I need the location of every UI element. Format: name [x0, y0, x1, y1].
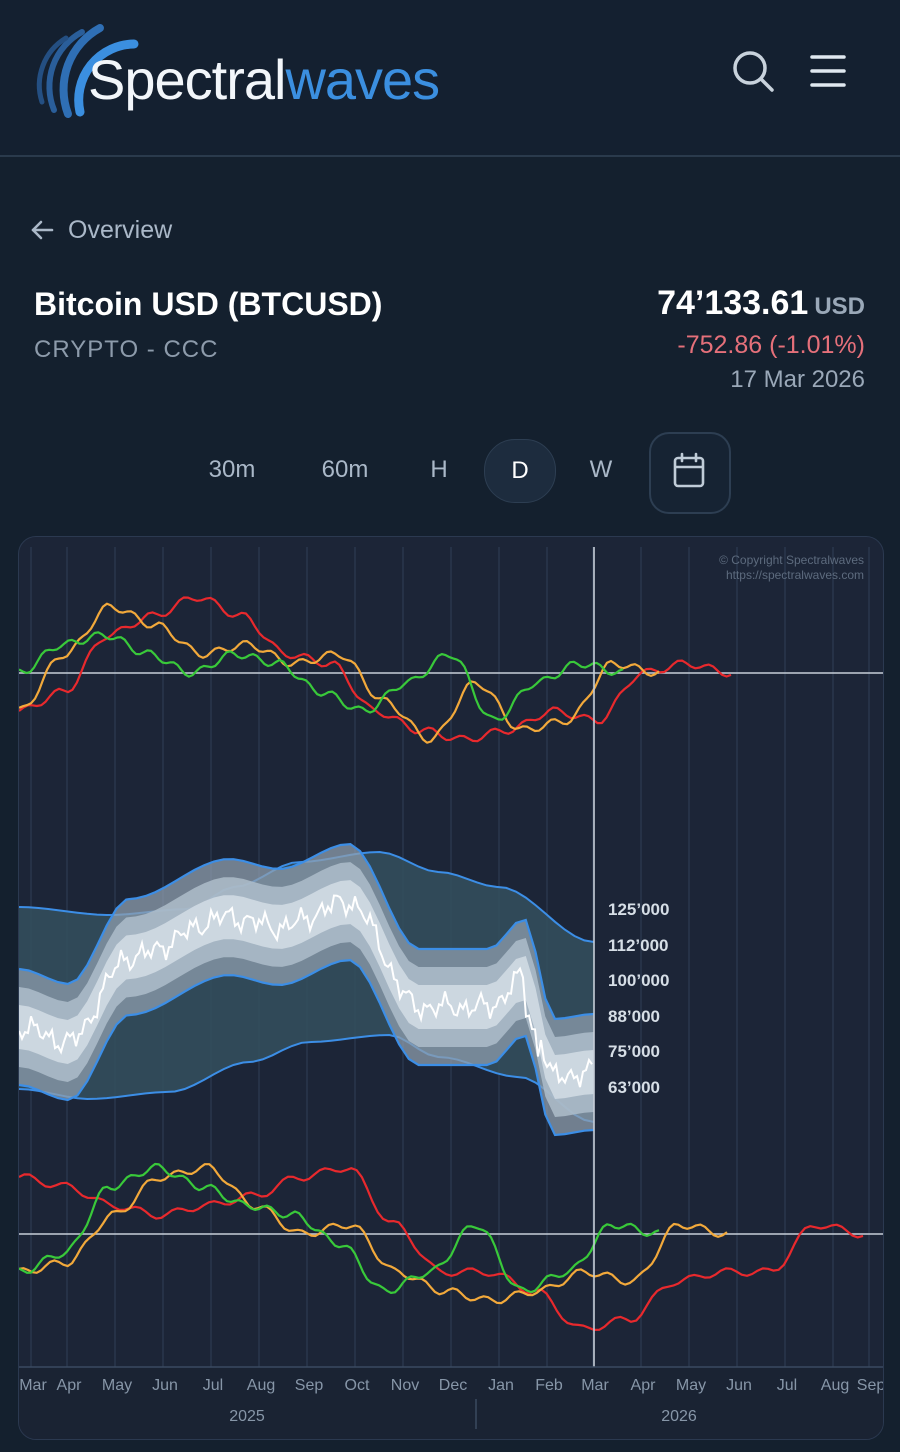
- upper-panel-series-green: [19, 632, 623, 719]
- price-tick-label: 112’000: [608, 936, 669, 955]
- back-to-overview-link[interactable]: Overview: [30, 210, 172, 250]
- instrument-name: Bitcoin USD (BTCUSD): [34, 286, 382, 323]
- tab-30m[interactable]: 30m: [192, 439, 272, 501]
- month-label: May: [102, 1377, 132, 1394]
- last-price: 74’133.61: [657, 284, 808, 322]
- month-label: Aug: [247, 1377, 275, 1394]
- month-label: Sep: [295, 1377, 324, 1394]
- month-label: Nov: [391, 1377, 419, 1394]
- price-tick-label: 75’000: [608, 1042, 660, 1061]
- logo-text-primary: Spectral: [88, 48, 285, 111]
- instrument-subtitle: CRYPTO - CCC: [34, 336, 218, 364]
- tab-h[interactable]: H: [414, 439, 464, 501]
- wave-chart[interactable]: 125’000112’000100’00088’00075’00063’000 …: [19, 537, 883, 1439]
- year-label: 2026: [661, 1408, 697, 1425]
- tab-60m[interactable]: 60m: [305, 439, 385, 501]
- month-label: Apr: [57, 1377, 83, 1394]
- back-label: Overview: [68, 216, 172, 245]
- upper-panel-series-red: [19, 598, 731, 742]
- price-currency: USD: [814, 293, 865, 320]
- hamburger-menu-icon: [806, 48, 852, 94]
- tab-d[interactable]: D: [484, 439, 556, 503]
- month-label: Jan: [488, 1377, 514, 1394]
- price-tick-label: 125’000: [608, 900, 669, 919]
- month-label: Sep: [857, 1377, 883, 1394]
- timeframe-tabs: 30m 60m H D W: [0, 435, 900, 505]
- copyright-line1: © Copyright Spectralwaves: [719, 553, 864, 567]
- month-label: Jun: [152, 1377, 178, 1394]
- tab-w[interactable]: W: [574, 439, 628, 501]
- month-label: Oct: [345, 1377, 370, 1394]
- calendar-icon: [651, 434, 729, 512]
- price-change: -752.86 (-1.01%): [657, 331, 865, 360]
- month-label: May: [676, 1377, 706, 1394]
- month-label: Aug: [821, 1377, 849, 1394]
- app-header: Spectralwaves: [0, 0, 900, 157]
- month-label: Mar: [19, 1377, 47, 1394]
- search-button[interactable]: [730, 48, 776, 94]
- price-tick-label: 100’000: [608, 971, 669, 990]
- price-date: 17 Mar 2026: [657, 366, 865, 394]
- price-tick-label: 88’000: [608, 1007, 660, 1026]
- month-label: Jul: [777, 1377, 797, 1394]
- month-label: Jul: [203, 1377, 223, 1394]
- arrow-left-icon: [30, 218, 54, 242]
- menu-button[interactable]: [806, 48, 852, 94]
- month-label: Jun: [726, 1377, 752, 1394]
- chart-card[interactable]: 125’000 112’000 100’000 88’000 75’000 63’000 …: [18, 536, 884, 1440]
- search-icon: [730, 48, 776, 94]
- month-label: Apr: [631, 1377, 657, 1394]
- price-tick-label: 63’000: [608, 1078, 660, 1097]
- month-label: Dec: [439, 1377, 467, 1394]
- copyright-line2: https://spectralwaves.com: [726, 568, 864, 582]
- price-band: 125’000 112’000 100’000 88’000 75’000 63’000: [19, 844, 669, 1135]
- calendar-button[interactable]: [649, 432, 731, 514]
- logo[interactable]: Spectralwaves: [30, 22, 470, 122]
- month-label: Mar: [581, 1377, 609, 1394]
- logo-text-accent: waves: [285, 48, 439, 111]
- month-label: Feb: [535, 1377, 563, 1394]
- logo-wordmark: Spectralwaves: [88, 52, 439, 108]
- year-label: 2025: [229, 1408, 265, 1425]
- price-block: 74’133.61 USD -752.86 (-1.01%) 17 Mar 202…: [657, 284, 865, 394]
